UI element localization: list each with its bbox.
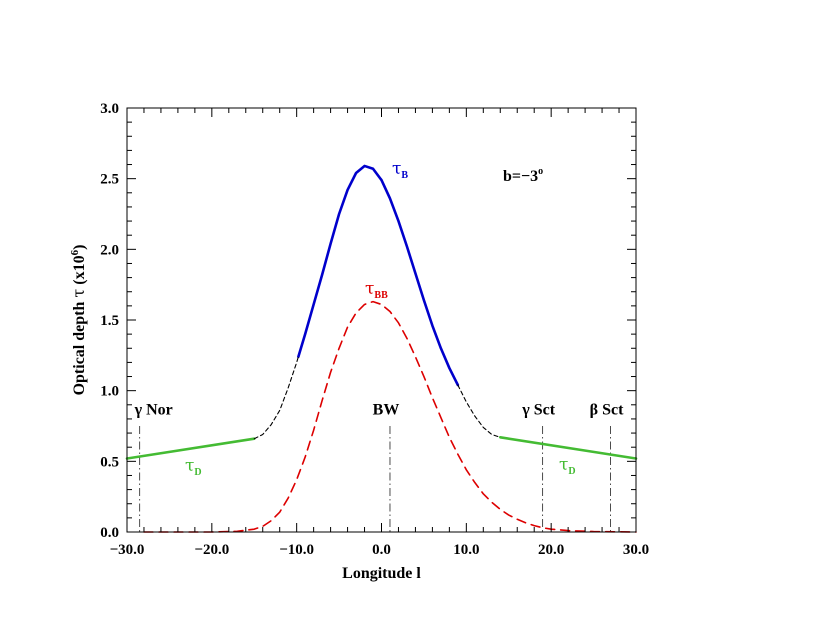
y-tick-label: 2.5: [100, 172, 119, 188]
x-axis-title: Longitude l: [342, 565, 421, 582]
y-tick-label: 0.5: [100, 454, 119, 470]
y-axis-title: Optical depth τ (x106): [69, 245, 88, 396]
latitude-label-degree: o: [538, 166, 543, 177]
x-tick-label: 10.0: [453, 542, 479, 558]
x-tick-label: 30.0: [623, 542, 649, 558]
y-tick-label: 1.0: [100, 384, 119, 400]
y-tick-label: 2.0: [100, 242, 119, 258]
series-label-tau-bb-symbol: τ: [365, 279, 374, 299]
marker-label: γ Nor: [134, 402, 173, 419]
marker-label: γ Sct: [521, 402, 555, 419]
series-line: [297, 164, 460, 387]
series-label-tau-b: τB: [392, 159, 408, 181]
y-axis-title-exponent: 6: [69, 249, 81, 255]
plot-layer: γ Nor BW γ Sct β Sct: [125, 164, 638, 533]
series-line: [498, 436, 638, 460]
ticks-layer: −30.0 −20.0 −10.0 0.0 10.0 20.0 30.0 0.0 0.5 1.0 1…: [100, 101, 649, 558]
y-tick-label: 1.5: [100, 313, 119, 329]
latitude-label: b=−3o: [503, 166, 543, 185]
y-axis-title-factor: (x10: [71, 255, 88, 288]
series-label-tau-d-left-symbol: τ: [185, 456, 194, 476]
series-label-tau-bb-sub: BB: [374, 290, 388, 301]
y-axis-title-close: ): [71, 245, 88, 250]
series-label-tau-bb: τBB: [365, 279, 388, 301]
y-tick-label: 0.0: [100, 525, 119, 541]
series-line: [125, 437, 256, 460]
y-axis-title-main: Optical depth: [71, 298, 88, 396]
x-tick-label: 0.0: [372, 542, 391, 558]
series-label-tau-d-left-sub: D: [194, 467, 201, 478]
series-line: [457, 384, 501, 438]
y-tick-label: 3.0: [100, 101, 119, 117]
x-tick-label: −20.0: [194, 542, 229, 558]
series-line: [253, 356, 299, 440]
series-label-tau-d-right-sub: D: [568, 466, 575, 477]
x-tick-label: −10.0: [279, 542, 314, 558]
series-label-tau-d-right-symbol: τ: [559, 455, 568, 475]
series-label-tau-d-right: τD: [559, 455, 576, 477]
x-tick-label: 20.0: [538, 542, 564, 558]
marker-label: BW: [373, 402, 400, 419]
series-label-tau-d-left: τD: [185, 456, 202, 478]
series-label-tau-b-sub: B: [401, 170, 408, 181]
y-axis-title-tau: τ: [69, 289, 88, 298]
marker-label: β Sct: [590, 402, 624, 419]
x-tick-label: −30.0: [110, 542, 145, 558]
latitude-label-main: b=−3: [503, 168, 538, 185]
series-label-tau-b-symbol: τ: [392, 159, 401, 179]
series-line: [143, 300, 637, 533]
